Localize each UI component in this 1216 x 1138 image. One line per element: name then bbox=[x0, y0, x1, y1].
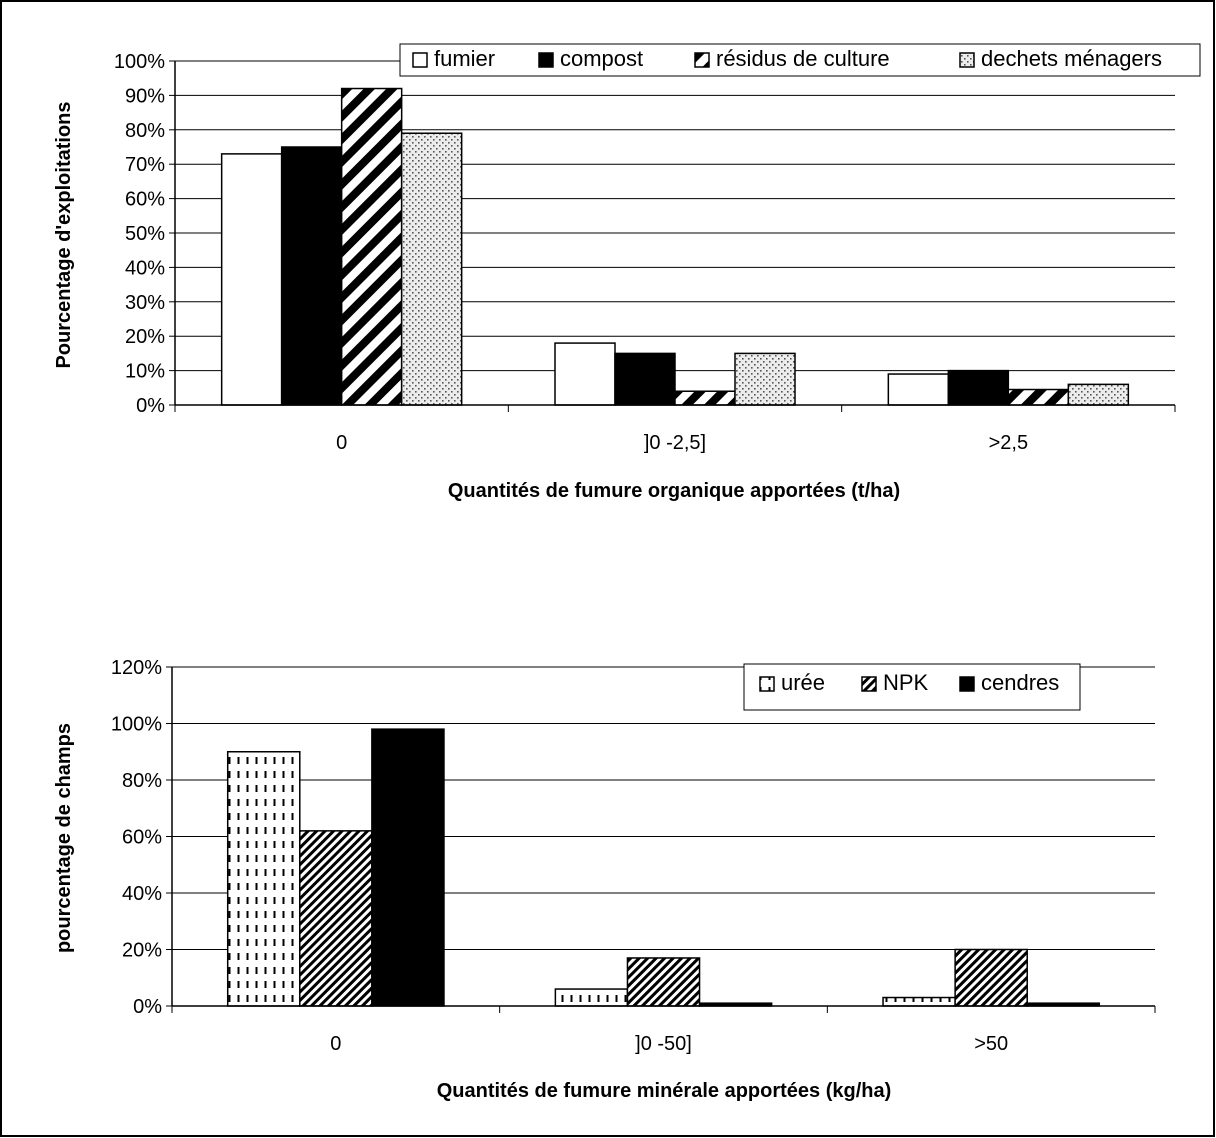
x-axis-title: Quantités de fumure minérale apportées (… bbox=[437, 1080, 892, 1102]
y-tick-label: 0% bbox=[133, 996, 162, 1018]
x-tick-labels: 0 ]0 -50] >50 bbox=[330, 1033, 1008, 1055]
legend-swatch-dechets-menagers bbox=[959, 52, 975, 68]
legend-swatch-compost bbox=[538, 52, 554, 68]
bar-compost-1 bbox=[280, 146, 343, 406]
bar-npk-3 bbox=[954, 948, 1028, 1007]
y-tick-label: 80% bbox=[122, 770, 162, 792]
bar-dechets-menagers-2 bbox=[734, 352, 796, 406]
y-tick-label: 60% bbox=[125, 189, 165, 211]
x-tick-label: >2,5 bbox=[989, 432, 1028, 454]
y-tick-label: 90% bbox=[125, 85, 165, 107]
legend-swatch-npk bbox=[861, 676, 877, 692]
legend-label-residus-de-culture: résidus de culture bbox=[716, 46, 890, 71]
x-tick-labels: 0 ]0 -2,5] >2,5 bbox=[336, 432, 1028, 454]
bar-dechets-menagers-3 bbox=[1067, 383, 1130, 406]
legend-label-cendres: cendres bbox=[981, 670, 1059, 695]
legend-swatch-cendres bbox=[959, 676, 975, 692]
legend-box bbox=[399, 43, 1201, 77]
y-tick-label: 50% bbox=[125, 223, 165, 245]
legend: urée NPK cendres bbox=[743, 663, 1081, 711]
x-tick-label: 0 bbox=[336, 432, 347, 454]
legend: fumier compost résidus de culture dechets m… bbox=[399, 43, 1201, 77]
y-tick-label: 100% bbox=[111, 714, 162, 736]
bar-compost-2 bbox=[614, 352, 676, 406]
legend-label-compost: compost bbox=[560, 46, 643, 71]
y-tick-label: 0% bbox=[136, 395, 165, 417]
bar-npk-2 bbox=[626, 957, 701, 1007]
y-tick-label: 60% bbox=[122, 827, 162, 849]
axes bbox=[169, 60, 1176, 412]
bar-residus-de-culture-3 bbox=[1007, 388, 1070, 406]
axes bbox=[166, 666, 1156, 1013]
bar-uree-3 bbox=[882, 996, 956, 1007]
bar-residus-de-culture-1 bbox=[340, 87, 403, 406]
bar-fumier-2 bbox=[554, 342, 616, 406]
bar-fumier-3 bbox=[887, 373, 950, 406]
legend-box bbox=[743, 663, 1081, 711]
y-axis-title: pourcentage de champs bbox=[53, 723, 75, 953]
y-tick-label: 30% bbox=[125, 292, 165, 314]
chart-organic: 0% 10% 20% 30% 40% 50% 60% 70% 80% 90% 100% 0 ]0 -2… bbox=[53, 43, 1201, 502]
bar-fumier-1 bbox=[220, 153, 283, 406]
legend-label-fumier: fumier bbox=[434, 46, 495, 71]
y-tick-label: 40% bbox=[125, 257, 165, 279]
legend-swatch-uree bbox=[759, 676, 775, 692]
y-tick-labels: 0% 20% 40% 60% 80% 100% 120% bbox=[111, 657, 162, 1018]
x-tick-label: 0 bbox=[330, 1033, 341, 1055]
chart-mineral: 0% 20% 40% 60% 80% 100% 120% 0 ]0 -50] >50 pourc… bbox=[53, 657, 1156, 1102]
x-tick-label: ]0 -50] bbox=[635, 1033, 692, 1055]
y-tick-label: 80% bbox=[125, 120, 165, 142]
bar-compost-3 bbox=[947, 369, 1010, 406]
y-tick-label: 40% bbox=[122, 883, 162, 905]
bar-npk-1 bbox=[299, 830, 373, 1007]
x-axis-title: Quantités de fumure organique apportées … bbox=[448, 480, 900, 502]
legend-label-npk: NPK bbox=[883, 670, 929, 695]
bars bbox=[226, 728, 1101, 1007]
bars bbox=[220, 87, 1130, 406]
bar-cendres-1 bbox=[371, 728, 445, 1007]
bar-dechets-menagers-1 bbox=[400, 132, 463, 406]
legend-swatch-residus-de-culture bbox=[694, 52, 710, 68]
y-axis-title: Pourcentage d'exploitations bbox=[53, 101, 75, 368]
y-tick-labels: 0% 10% 20% 30% 40% 50% 60% 70% 80% 90% 100% bbox=[114, 51, 165, 417]
bar-residus-de-culture-2 bbox=[674, 390, 736, 406]
bar-uree-1 bbox=[226, 751, 301, 1007]
legend-swatch-fumier bbox=[412, 52, 428, 68]
bar-uree-2 bbox=[554, 988, 629, 1007]
y-tick-label: 10% bbox=[125, 361, 165, 383]
y-tick-label: 70% bbox=[125, 154, 165, 176]
y-tick-label: 20% bbox=[122, 940, 162, 962]
x-tick-label: ]0 -2,5] bbox=[644, 432, 706, 454]
legend-label-uree: urée bbox=[781, 670, 825, 695]
y-tick-label: 100% bbox=[114, 51, 165, 73]
y-tick-label: 20% bbox=[125, 326, 165, 348]
x-tick-label: >50 bbox=[974, 1033, 1008, 1055]
legend-label-dechets-menagers: dechets ménagers bbox=[981, 46, 1162, 71]
y-tick-label: 120% bbox=[111, 657, 162, 679]
